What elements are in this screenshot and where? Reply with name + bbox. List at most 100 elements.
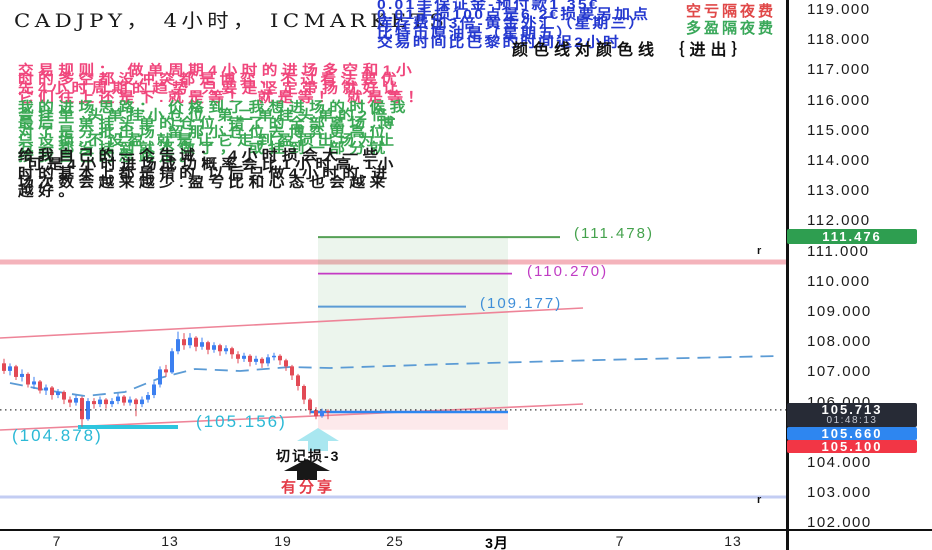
- candle-body: [56, 392, 60, 396]
- profit-box[interactable]: [318, 237, 508, 410]
- note-line: 越好。: [18, 183, 79, 199]
- line-handle-marker[interactable]: r: [757, 494, 762, 506]
- note-line: 万一都没挂到就不做了， 或挂到一部分就: [18, 140, 390, 157]
- candle-body: [284, 360, 288, 367]
- candle-body: [74, 398, 78, 403]
- price-axis[interactable]: 119.000 118.000 117.000 116.000 115.000 114.0…: [787, 0, 932, 532]
- candle-body: [86, 401, 90, 420]
- price-tick-label: 116.000: [807, 91, 871, 109]
- note-line: 0.01手保证金-预付款1.35€: [377, 0, 600, 12]
- alert-price-badge-blue[interactable]: 105.660: [787, 427, 917, 440]
- colorline-rule-note: 颜色线对颜色线 ｛进出｝: [512, 42, 753, 59]
- price-tick-label: 113.000: [807, 182, 871, 200]
- candle-body: [8, 366, 12, 371]
- price-tick-label: 103.000: [807, 484, 872, 502]
- black-up-arrow: [284, 459, 330, 480]
- time-tick-label: 19: [274, 533, 292, 549]
- price-tick-label: 108.000: [807, 333, 872, 351]
- candle-body: [200, 342, 204, 347]
- periwinkle-band[interactable]: [0, 495, 787, 499]
- candle-body: [152, 384, 156, 396]
- note-line: 给我自己的一个告诫： 4小时损会大一些: [18, 147, 383, 163]
- note-line: .可是4小时进场成功概率会比1小时高.1小: [18, 156, 398, 172]
- price-tick-label: 117.000: [807, 61, 871, 79]
- candle-body: [140, 399, 144, 405]
- note-line: 它们往上还是下.就是等！ 就是等！ 就是等！: [18, 89, 428, 105]
- note-line: 按我自己的思路走。: [18, 148, 200, 165]
- note-line: 最后一单挂头单的仓位.错了的全部离场.博: [18, 115, 399, 132]
- time-axis[interactable]: 7 13 19 25 3月 7 13: [0, 533, 787, 550]
- candle-body: [128, 399, 132, 403]
- candle-body: [320, 411, 324, 417]
- candle-body: [38, 381, 42, 391]
- price-chart[interactable]: [0, 0, 787, 530]
- note-line: 比特币原油是（星期五）: [377, 24, 575, 41]
- candle-body: [92, 401, 96, 405]
- current-price-badge[interactable]: 105.713 01:48:13: [787, 403, 917, 427]
- line-handle-marker[interactable]: r: [757, 245, 762, 257]
- long-overnight-fee-note: 多盈隔夜费: [686, 20, 777, 37]
- candle-body: [254, 358, 258, 362]
- price-tick-label: 104.000: [807, 454, 872, 471]
- time-tick-label: 13: [161, 533, 179, 549]
- candle-body: [170, 351, 174, 373]
- price-tick-label: 119.000: [807, 1, 871, 18]
- countdown-timer: 01:48:13: [826, 415, 878, 426]
- candle-body: [248, 355, 252, 362]
- note-line: 场次数会越来越少.盈亏比和心态也会越来: [18, 174, 390, 190]
- candle-body: [104, 399, 108, 405]
- candle-body: [146, 395, 150, 400]
- price-tick-label: 110.000: [807, 272, 871, 290]
- candle-body: [122, 396, 126, 403]
- low-right-price-label[interactable]: (105.156): [196, 412, 287, 431]
- candle-body: [188, 337, 192, 346]
- candle-body: [296, 375, 300, 386]
- candle-body: [218, 345, 222, 352]
- candle-body: [26, 373, 30, 385]
- price-tick-label: 102.000: [807, 514, 872, 532]
- price-tick-label: 114.000: [807, 152, 871, 169]
- note-line: 时的基本上都是错的.以后只做4小时的.进: [18, 165, 392, 181]
- stop-price-badge-red[interactable]: 105.100: [787, 440, 917, 453]
- risk-box[interactable]: [318, 409, 508, 430]
- candle-body: [260, 358, 264, 364]
- price-tick-label: 115.000: [807, 121, 871, 139]
- candle-body: [116, 396, 120, 402]
- candle-body: [308, 399, 312, 411]
- candle-body: [62, 392, 66, 400]
- upper-trendline[interactable]: [0, 307, 584, 339]
- price-axis-border: [786, 0, 789, 550]
- candle-body: [80, 398, 84, 420]
- candle-body: [182, 339, 186, 346]
- candle-body: [230, 348, 234, 355]
- candle-body: [302, 385, 306, 400]
- candle-body: [206, 342, 210, 350]
- note-line: 只设损.不设盈.就是让它走到盈损出场为止: [18, 131, 399, 148]
- chart-title: CADJPY， 4小时， ICMARKETS: [14, 10, 449, 32]
- time-axis-border: [0, 529, 932, 531]
- share-note: 有分享: [281, 479, 336, 496]
- price-tick-label: 111.000: [807, 242, 870, 260]
- candle-body: [326, 411, 330, 413]
- note-line: 会挂单.头单挂小仓位.第二单挂头单的2倍.: [18, 107, 401, 124]
- mid-price-label[interactable]: (110.270): [527, 263, 609, 280]
- candle-body: [212, 345, 216, 350]
- target-price-badge[interactable]: 111.476: [787, 229, 917, 244]
- candle-body: [176, 339, 180, 352]
- candle-body: [50, 387, 54, 396]
- candle-body: [2, 363, 6, 371]
- note-line: 交易时间比巴黎的时间迟2小时: [377, 34, 621, 51]
- time-tick-label: 3月: [485, 535, 509, 550]
- note-line: 交易规则： 做单周期4小时的进场多空和1小: [18, 62, 417, 78]
- candle-body: [158, 369, 162, 385]
- time-tick-label: 13: [724, 533, 742, 549]
- ma-dashed-line[interactable]: [9, 355, 779, 397]
- candle-body: [164, 369, 168, 373]
- level3-price-label[interactable]: (109.177): [480, 295, 563, 312]
- low-left-price-label[interactable]: (104.878): [12, 426, 103, 445]
- target-price-label[interactable]: (111.478): [574, 225, 654, 242]
- pink-band[interactable]: [0, 259, 787, 265]
- price-tick-label: 109.000: [807, 303, 872, 320]
- candle-body: [242, 355, 246, 359]
